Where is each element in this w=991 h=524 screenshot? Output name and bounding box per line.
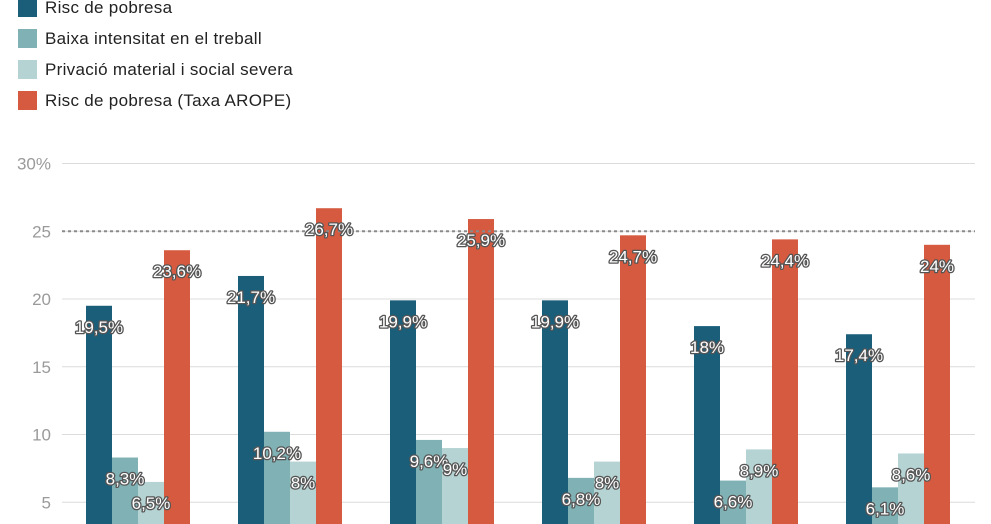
data-label: 8,3% <box>106 470 145 489</box>
bar <box>290 461 316 524</box>
legend-item-privacio-material: Privació material i social severa <box>18 54 293 85</box>
bar <box>86 305 112 524</box>
data-label: 10,2% <box>253 444 301 463</box>
legend-label: Privació material i social severa <box>45 59 293 79</box>
bar <box>468 219 494 524</box>
legend-item-risc-de-pobresa: Risc de pobresa <box>18 0 293 23</box>
bar <box>316 208 342 524</box>
legend-item-baixa-intensitat: Baixa intensitat en el treball <box>18 23 293 54</box>
bar <box>442 448 468 524</box>
bar <box>746 449 772 524</box>
data-label: 19,5% <box>75 318 123 337</box>
data-label: 25,9% <box>457 231 505 250</box>
bar <box>924 244 950 524</box>
y-tick-label: 5 <box>42 493 51 512</box>
legend-swatch <box>18 29 37 48</box>
bar <box>568 477 594 524</box>
y-tick-label: 20 <box>32 290 51 309</box>
bar <box>772 239 798 524</box>
data-label: 26,7% <box>305 220 353 239</box>
data-label: 8% <box>291 474 316 493</box>
data-label: 8,6% <box>892 465 931 484</box>
legend-swatch <box>18 60 37 79</box>
bar <box>416 439 442 524</box>
bar <box>620 235 646 524</box>
legend: Risc de pobresa Baixa intensitat en el t… <box>18 0 293 116</box>
bar <box>112 457 138 524</box>
data-label: 8,9% <box>740 461 779 480</box>
y-axis-ticks: 5 10 15 20 25 30% <box>17 155 51 513</box>
bar <box>898 453 924 524</box>
bar <box>164 250 190 524</box>
data-label: 6,6% <box>714 493 753 512</box>
bar <box>138 481 164 524</box>
data-label: 6,1% <box>866 499 905 518</box>
data-label: 6,8% <box>562 490 601 509</box>
y-tick-label: 15 <box>32 358 51 377</box>
bar <box>694 326 720 524</box>
bar <box>594 461 620 524</box>
data-label: 21,7% <box>227 288 275 307</box>
bar <box>264 431 290 524</box>
bar <box>542 300 568 524</box>
legend-swatch <box>18 91 37 110</box>
bar <box>846 334 872 524</box>
data-labels: 19,5% 8,3% 6,5% 23,6% 21,7% 10,2% 8% 26,7% 19,9%… <box>74 219 956 520</box>
legend-label: Risc de pobresa (Taxa AROPE) <box>45 90 292 110</box>
legend-item-taxa-arope: Risc de pobresa (Taxa AROPE) <box>18 85 293 116</box>
bar <box>872 487 898 524</box>
y-tick-label: 30% <box>17 155 51 174</box>
y-tick-label: 10 <box>32 426 51 445</box>
bar <box>238 275 264 524</box>
legend-label: Baixa intensitat en el treball <box>45 28 262 48</box>
data-label: 24,7% <box>609 247 657 266</box>
data-label: 19,9% <box>531 312 579 331</box>
data-label: 9,6% <box>410 452 449 471</box>
bar <box>720 480 746 524</box>
legend-swatch <box>18 0 37 17</box>
data-label: 24% <box>920 257 954 276</box>
data-label: 24,4% <box>761 251 809 270</box>
y-tick-label: 25 <box>32 222 51 241</box>
data-label: 8% <box>595 474 620 493</box>
data-label: 6,5% <box>132 494 171 513</box>
data-label: 23,6% <box>153 262 201 281</box>
bars <box>86 208 950 524</box>
bar <box>390 300 416 524</box>
data-label: 9% <box>443 460 468 479</box>
data-label: 19,9% <box>379 312 427 331</box>
legend-label: Risc de pobresa <box>45 0 173 17</box>
gridlines <box>62 163 975 503</box>
data-label: 18% <box>690 338 724 357</box>
data-label: 17,4% <box>835 346 883 365</box>
